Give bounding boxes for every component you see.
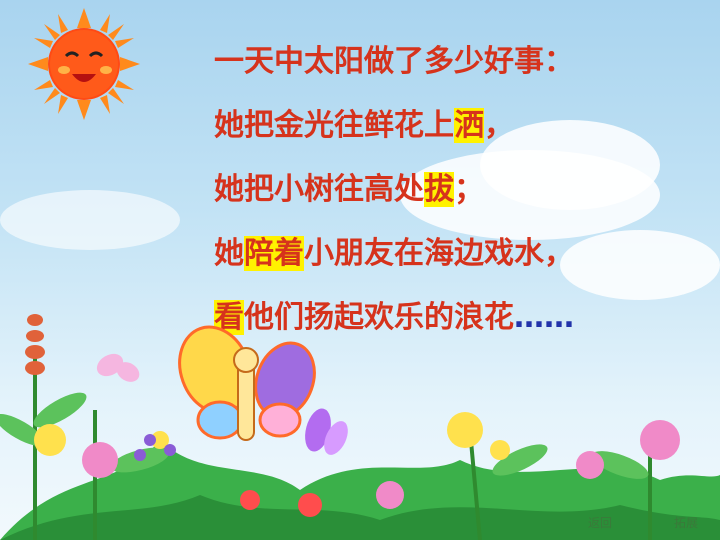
butterfly-icon: [178, 325, 316, 441]
poem-line-1-text: 一天中太阳做了多少好事：: [214, 44, 574, 79]
poem-line-4-text: 她: [214, 236, 244, 271]
poem-line-2-text: 她把金光往鲜花上: [214, 108, 454, 143]
highlighted-word: 洒: [454, 108, 484, 143]
cloud: [560, 230, 720, 300]
poem-line-3-text: 她把小树往高处: [214, 172, 424, 207]
poem-line-4: 她陪着小朋友在海边戏水，: [214, 222, 574, 286]
flower-garden-illustration: [0, 314, 720, 540]
highlighted-word: 陪着: [244, 236, 304, 271]
poem-line-2: 她把金光往鲜花上洒，: [214, 94, 574, 158]
butterfly-icon: [96, 353, 140, 382]
punctuation: ，: [484, 108, 514, 143]
back-button[interactable]: 返回: [588, 516, 613, 530]
poem-line-4-text-rest: 小朋友在海边戏水，: [304, 236, 574, 271]
poem: 一天中太阳做了多少好事： 她把金光往鲜花上洒， 她把小树往高处拔； 她陪着小朋友…: [214, 30, 574, 350]
highlighted-word: 拔: [424, 172, 454, 207]
sun-icon: [28, 8, 140, 120]
cloud: [0, 190, 180, 250]
expand-button[interactable]: 拓展: [674, 516, 699, 530]
ellipsis: ……: [514, 300, 574, 335]
cloud: [480, 120, 660, 210]
poem-line-5-text: 他们扬起欢乐的浪花: [244, 300, 514, 335]
butterfly-icon: [305, 408, 348, 455]
poem-line-1: 一天中太阳做了多少好事：: [214, 30, 574, 94]
punctuation: ；: [454, 172, 484, 207]
poem-line-3: 她把小树往高处拔；: [214, 158, 574, 222]
